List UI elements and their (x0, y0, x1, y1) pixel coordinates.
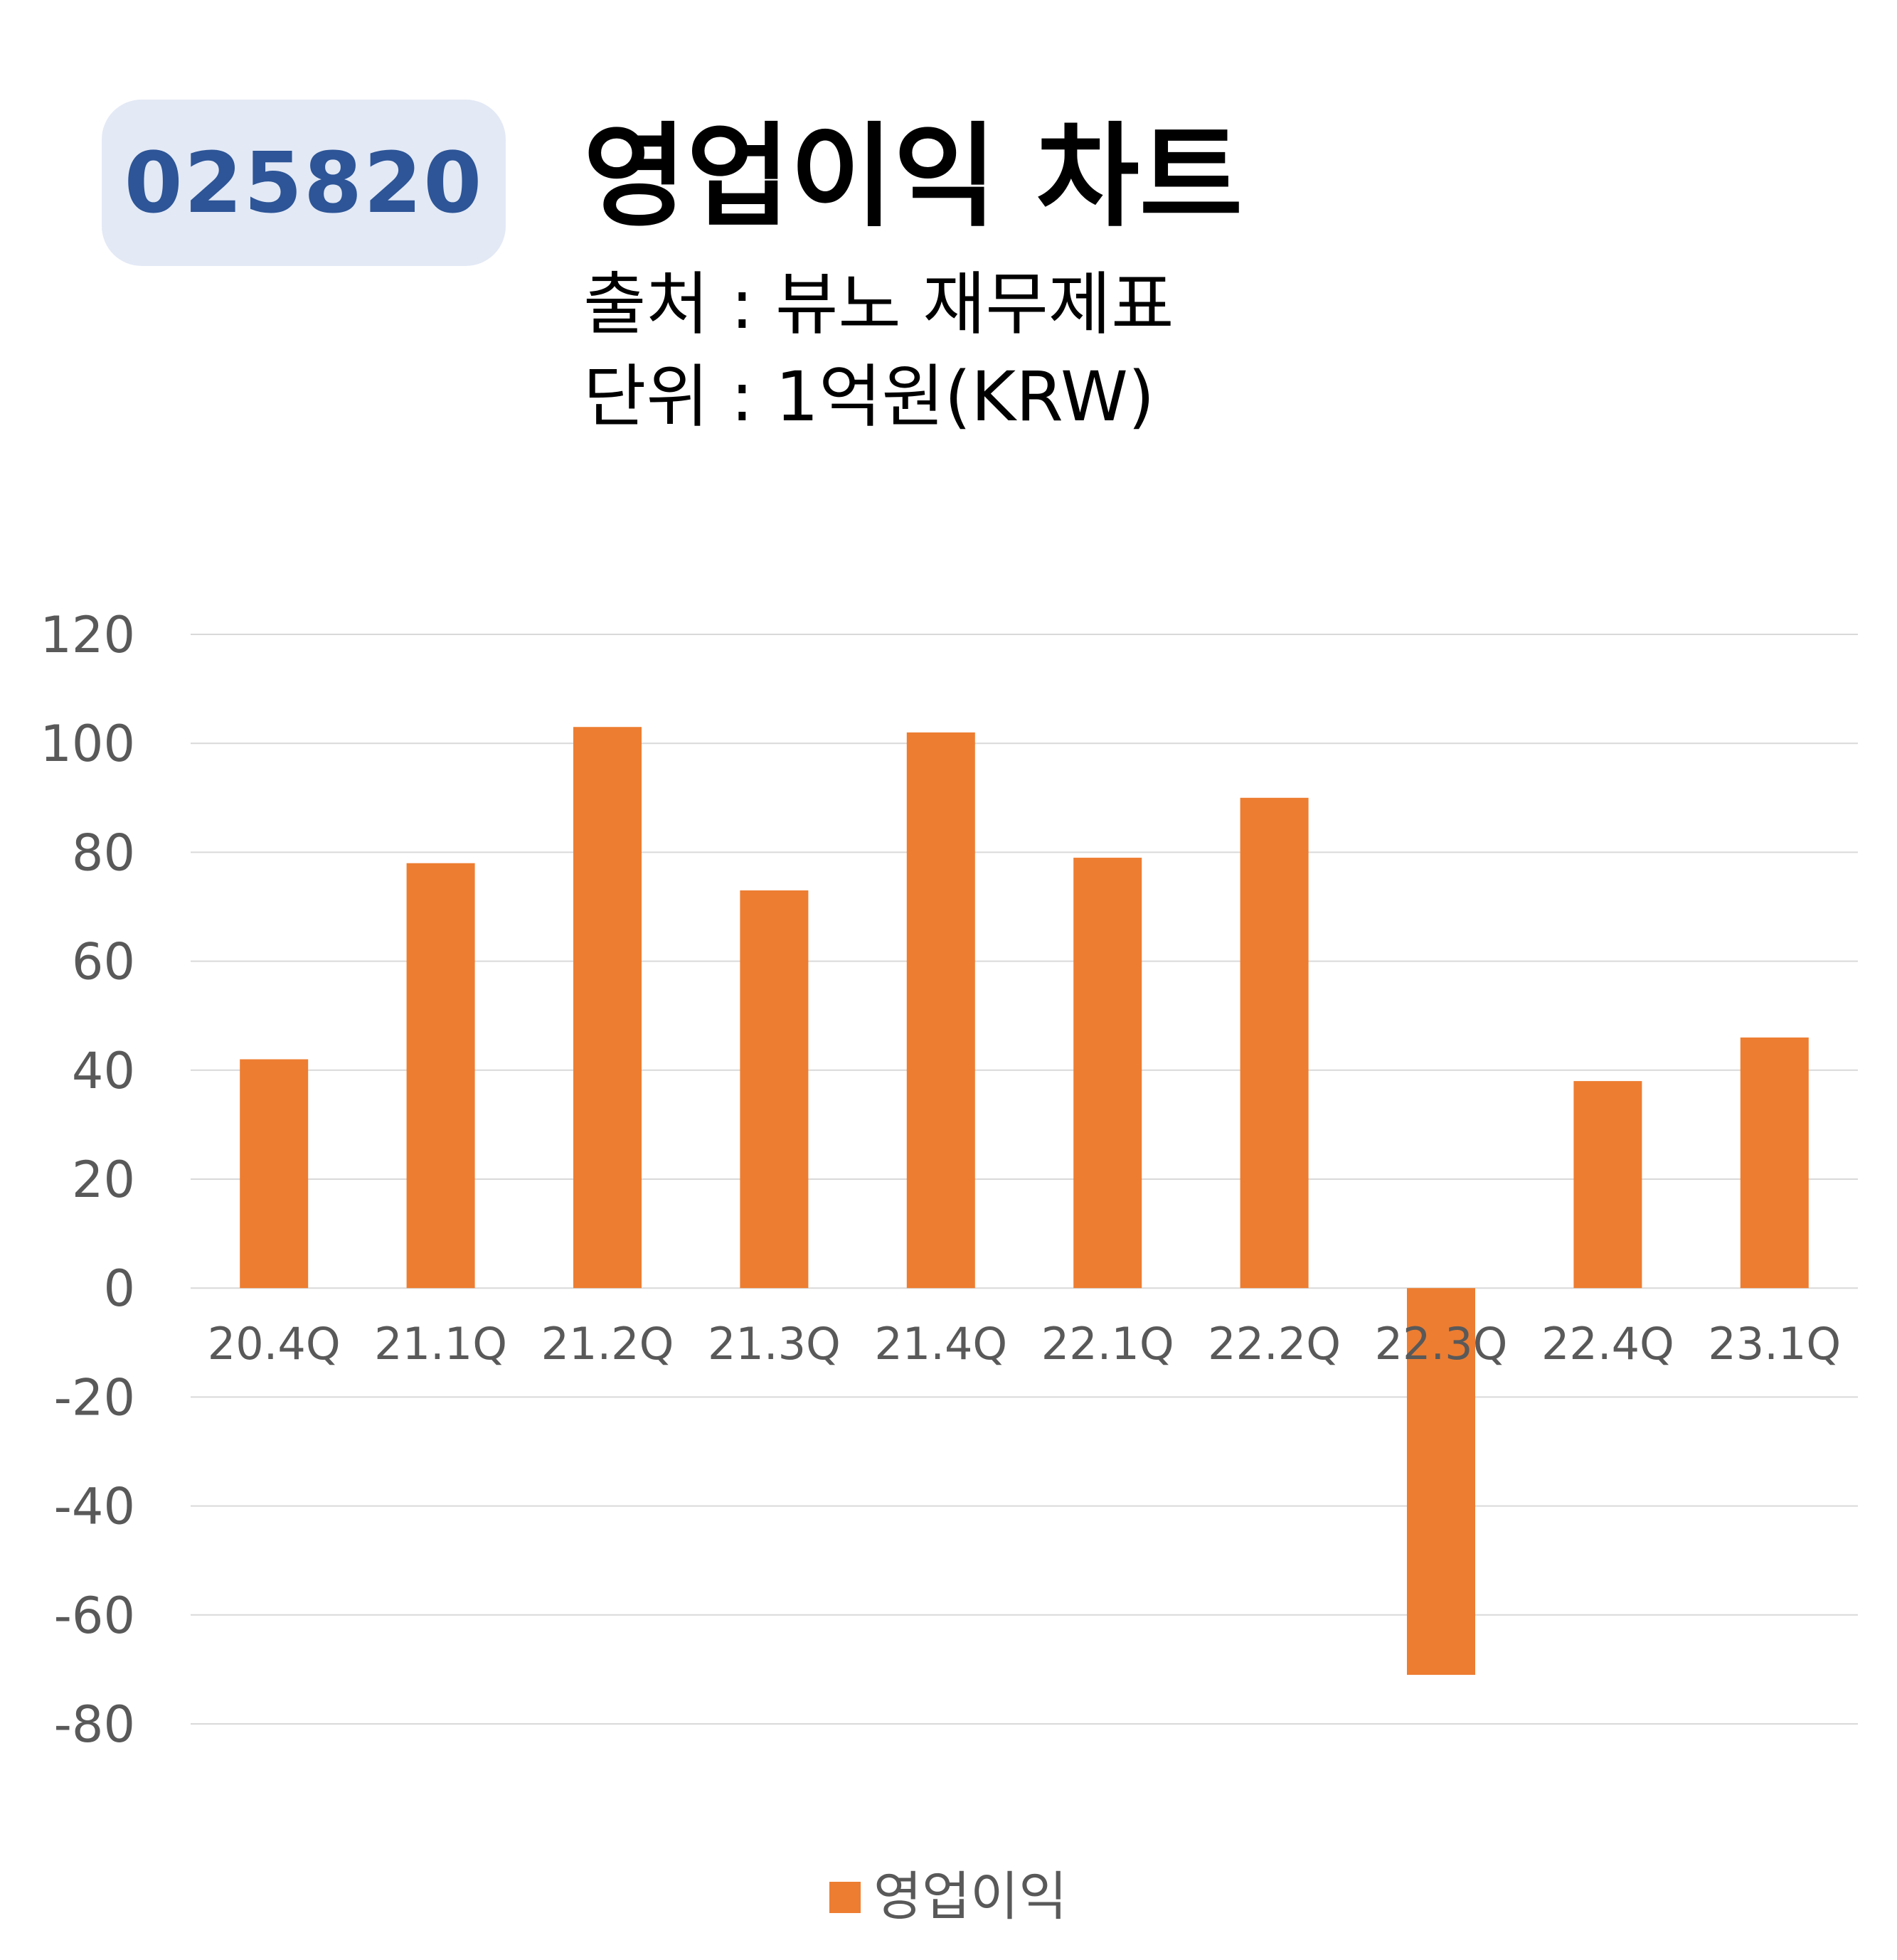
unit-line: 단위 : 1억원(KRW) (583, 357, 1155, 437)
y-tick-label: 60 (72, 933, 135, 991)
x-category-label: 21.1Q (374, 1318, 507, 1370)
y-tick-label: -80 (54, 1695, 135, 1754)
y-tick-label: 80 (72, 824, 135, 882)
y-tick-label: 20 (72, 1151, 135, 1209)
bar-22.2Q (1240, 797, 1309, 1289)
y-tick-label: 100 (40, 715, 135, 773)
bar-21.2Q (573, 727, 642, 1289)
x-axis-category-labels: 20.4Q 21.1Q 21.2Q 21.3Q 21.4Q 22.1Q 22.2Q 22.3Q… (208, 1318, 1841, 1370)
bar-22.1Q (1073, 858, 1142, 1289)
y-tick-label: 40 (72, 1042, 135, 1100)
x-category-label: 22.1Q (1041, 1318, 1174, 1370)
x-category-label: 21.2Q (541, 1318, 674, 1370)
x-category-label: 20.4Q (208, 1318, 341, 1370)
y-tick-label: -40 (54, 1478, 135, 1536)
legend-label: 영업이익 (873, 1866, 1067, 1927)
x-category-label: 21.3Q (708, 1318, 841, 1370)
ticker-code: 025820 (124, 134, 484, 232)
bar-23.1Q (1740, 1037, 1809, 1289)
bar-21.1Q (406, 863, 475, 1289)
y-tick-label: -60 (54, 1587, 135, 1645)
bar-21.4Q (906, 732, 975, 1289)
x-category-label: 21.4Q (874, 1318, 1007, 1370)
bars (240, 727, 1809, 1676)
x-category-label: 22.2Q (1208, 1318, 1341, 1370)
x-category-label: 22.3Q (1375, 1318, 1508, 1370)
legend: 영업이익 (829, 1866, 1067, 1927)
bar-21.3Q (740, 890, 809, 1289)
y-tick-label: 120 (40, 606, 135, 664)
y-axis-tick-labels: 120 100 80 60 40 20 0 -20 -40 -60 -80 (40, 606, 135, 1754)
legend-swatch (829, 1882, 861, 1913)
bar-22.4Q (1573, 1081, 1642, 1289)
x-category-label: 22.4Q (1541, 1318, 1674, 1370)
source-line: 출처 : 뷰노 재무제표 (583, 265, 1174, 344)
bar-22.3Q (1407, 1288, 1475, 1676)
x-category-label: 23.1Q (1708, 1318, 1841, 1370)
chart-title: 영업이익 차트 (583, 112, 1243, 243)
y-tick-label: -20 (54, 1368, 135, 1427)
ticker-badge: 025820 (102, 100, 506, 266)
bar-20.4Q (240, 1059, 309, 1289)
y-tick-label: 0 (103, 1259, 135, 1318)
